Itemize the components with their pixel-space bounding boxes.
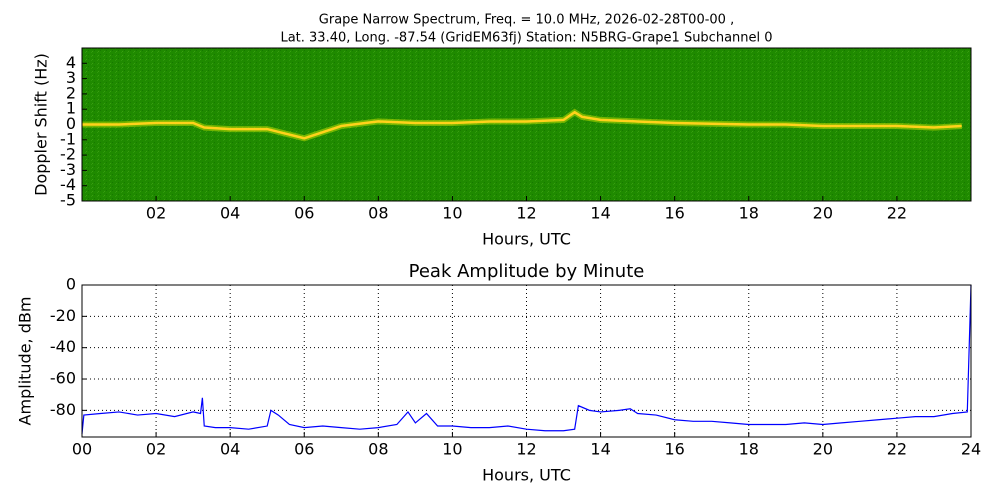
chart-subtitle: Lat. 33.40, Long. -87.54 (GridEM63fj) St… — [280, 31, 772, 46]
x-tick-label: 14 — [590, 440, 610, 459]
x-tick-label: 18 — [739, 204, 759, 223]
y-tick-label: 0 — [66, 114, 76, 133]
x-tick-label: 00 — [72, 440, 92, 459]
x-tick-label: 22 — [887, 204, 907, 223]
x-tick-label: 08 — [368, 440, 388, 459]
plot-frame — [81, 47, 972, 202]
x-tick-label: 12 — [516, 440, 536, 459]
x-tick-label: 02 — [146, 204, 166, 223]
x-tick-label: 10 — [442, 204, 462, 223]
x-tick-label: 10 — [442, 440, 462, 459]
y-tick-label: -2 — [60, 145, 76, 164]
x-tick-label: 20 — [813, 440, 833, 459]
y-tick-label: -1 — [60, 129, 76, 148]
y-tick-label: -80 — [50, 400, 76, 419]
x-tick-label: 08 — [368, 204, 388, 223]
x-tick-label: 16 — [664, 440, 684, 459]
y-tick-label: 2 — [66, 83, 76, 102]
x-tick-label: 06 — [294, 440, 314, 459]
x-tick-label: 04 — [220, 204, 240, 223]
y-axis-label: Doppler Shift (Hz) — [32, 53, 51, 196]
y-tick-label: -3 — [60, 160, 76, 179]
x-tick-label: 14 — [590, 204, 610, 223]
doppler-trace — [82, 110, 962, 140]
x-tick-label: 22 — [887, 440, 907, 459]
y-tick-label: 0 — [66, 275, 76, 294]
x-tick-label: 02 — [146, 440, 166, 459]
y-tick-label: 4 — [66, 53, 76, 72]
plot-frame — [81, 284, 972, 438]
x-tick-label: 04 — [220, 440, 240, 459]
y-tick-label: 1 — [66, 99, 76, 118]
x-tick-label: 16 — [664, 204, 684, 223]
y-tick-label: -20 — [50, 306, 76, 325]
y-axis-label: Amplitude, dBm — [16, 297, 35, 426]
x-tick-label: 20 — [813, 204, 833, 223]
y-tick-label: -60 — [50, 369, 76, 388]
y-tick-label: -4 — [60, 175, 76, 194]
x-axis-label: Hours, UTC — [482, 466, 571, 485]
x-axis-label: Hours, UTC — [482, 230, 571, 249]
x-tick-label: 12 — [516, 204, 536, 223]
y-tick-label: 3 — [66, 68, 76, 87]
x-tick-label: 24 — [961, 440, 981, 459]
y-tick-label: -40 — [50, 337, 76, 356]
x-tick-label: 18 — [739, 440, 759, 459]
chart-title: Peak Amplitude by Minute — [409, 261, 645, 282]
amplitude-line — [81, 284, 972, 434]
chart-title: Grape Narrow Spectrum, Freq. = 10.0 MHz,… — [319, 13, 734, 28]
y-tick-label: -5 — [60, 191, 76, 210]
x-tick-label: 06 — [294, 204, 314, 223]
